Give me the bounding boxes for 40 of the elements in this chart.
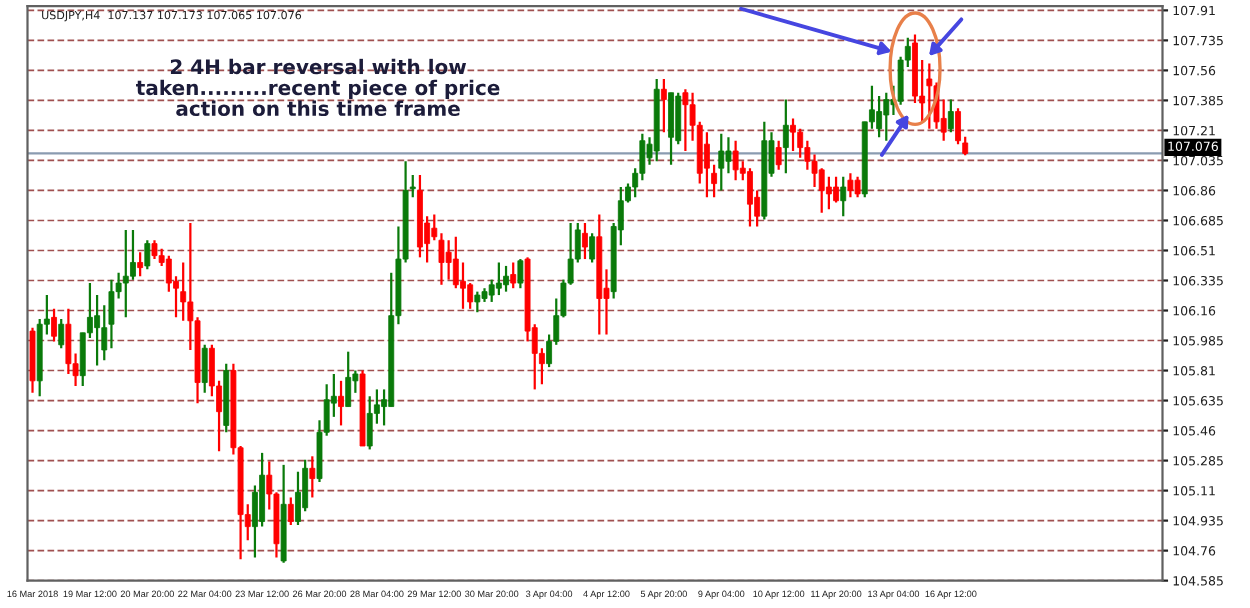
candlestick [58,317,65,350]
candlestick [287,496,294,527]
candlestick [137,251,144,278]
candlestick [682,88,689,153]
candlestick [883,91,890,142]
candlestick [338,379,344,427]
candlestick [732,139,739,182]
candlestick [718,132,725,192]
candlestick [495,261,502,297]
candlestick [144,239,151,271]
candlestick [782,98,789,175]
candlestick [445,239,452,281]
candlestick [668,91,674,166]
candlestick [747,167,753,228]
candlestick [582,221,588,261]
candlestick [517,257,524,290]
candlestick [366,395,373,451]
candlestick [703,131,710,199]
candlestick [947,98,954,134]
candlestick [201,343,208,394]
candlestick [825,175,832,211]
candlestick [51,307,57,343]
candlestick [474,290,481,314]
candlestick [660,77,667,134]
candlestick [725,136,732,175]
candlestick [926,62,933,130]
candlestick [833,175,839,204]
candlestick [775,139,782,171]
candlestick [510,261,517,290]
candlestick [438,232,445,286]
candlestick [151,239,158,261]
candlestick [503,264,509,293]
candlestick [854,175,861,199]
candlestick [589,232,596,264]
candlestick [309,455,316,499]
candlestick [790,117,796,153]
candlestick [847,172,854,199]
candlestick [345,350,352,408]
candlestick [840,175,847,218]
candlestick [122,228,129,319]
